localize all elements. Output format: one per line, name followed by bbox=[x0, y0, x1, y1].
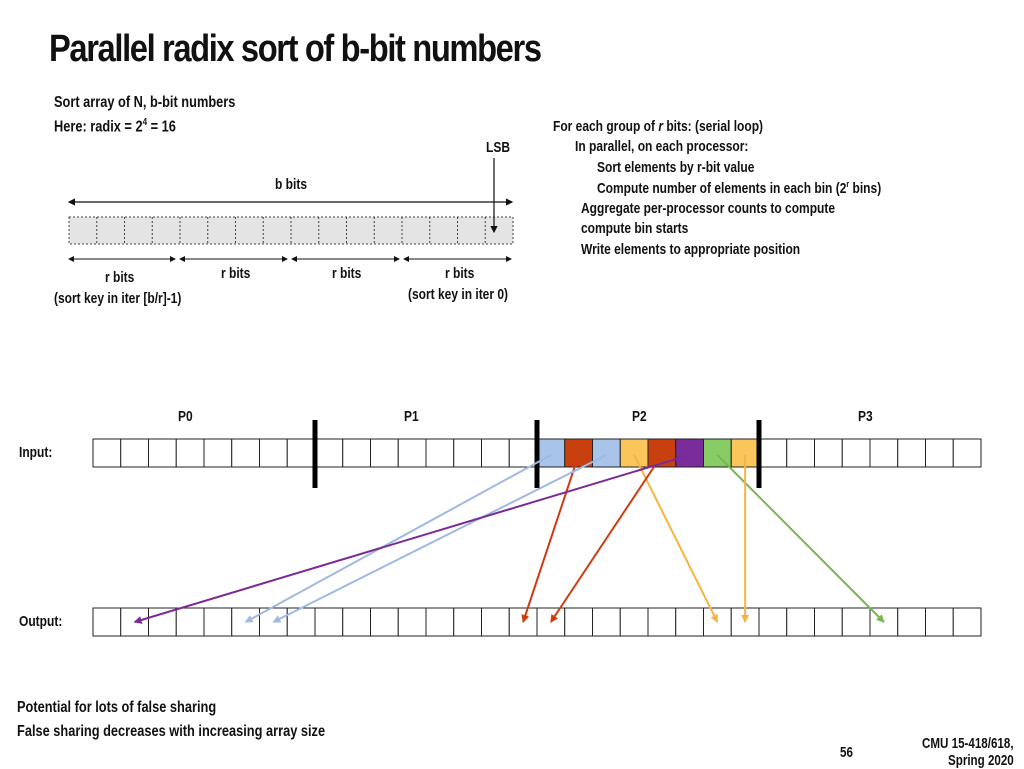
output-cell bbox=[619, 607, 649, 637]
output-cell bbox=[592, 607, 621, 637]
page-number: 56 bbox=[840, 745, 853, 761]
output-cell bbox=[314, 607, 344, 637]
output-cell bbox=[814, 607, 843, 637]
scatter-arrow-blue bbox=[244, 454, 552, 623]
bits-cells bbox=[68, 216, 514, 245]
input-cell bbox=[481, 438, 510, 468]
scatter-arrow-green bbox=[716, 454, 885, 623]
input-cell bbox=[952, 438, 982, 468]
input-cell bbox=[92, 438, 122, 468]
output-cell bbox=[397, 607, 427, 637]
output-cell bbox=[342, 607, 371, 637]
input-cell bbox=[786, 438, 815, 468]
output-cell bbox=[897, 607, 926, 637]
algorithm-line-7: Write elements to appropriate position bbox=[581, 241, 801, 258]
output-cell bbox=[841, 607, 871, 637]
r-bits-label-0: r bits bbox=[105, 269, 135, 286]
r-bits-label-2: r bits bbox=[332, 265, 362, 282]
output-cell bbox=[758, 607, 788, 637]
output-cell bbox=[925, 607, 954, 637]
processor-label-p3: P3 bbox=[858, 408, 873, 425]
scatter-arrow-blue bbox=[272, 454, 607, 623]
output-label: Output: bbox=[19, 613, 63, 630]
output-cell bbox=[175, 607, 205, 637]
input-cell bbox=[120, 438, 149, 468]
output-cell bbox=[564, 607, 593, 637]
input-label: Input: bbox=[19, 444, 53, 461]
intro-line-1: Sort array of N, b-bit numbers bbox=[54, 94, 236, 111]
scatter-arrows bbox=[133, 454, 885, 624]
course-line-1: CMU 15-418/618, bbox=[922, 736, 1014, 752]
output-cell bbox=[370, 607, 399, 637]
output-cell bbox=[92, 607, 122, 637]
input-cell bbox=[897, 438, 926, 468]
input-cell bbox=[286, 438, 316, 468]
input-cell bbox=[869, 438, 899, 468]
input-cell bbox=[675, 438, 704, 468]
input-cell bbox=[619, 438, 649, 468]
scatter-arrow-yellow bbox=[633, 454, 719, 623]
input-cell bbox=[841, 438, 871, 468]
output-cell bbox=[675, 607, 704, 637]
intro-line-2: Here: radix = 24 = 16 bbox=[54, 117, 176, 136]
input-cell bbox=[453, 438, 482, 468]
lsb-label: LSB bbox=[486, 139, 510, 156]
scatter-arrow-red bbox=[550, 454, 663, 623]
input-cell bbox=[203, 438, 233, 468]
input-cell bbox=[314, 438, 344, 468]
output-cell bbox=[481, 607, 510, 637]
input-cell bbox=[397, 438, 427, 468]
algorithm-line-1: For each group of r bits: (serial loop) bbox=[553, 118, 764, 135]
algorithm-line-2: In parallel, on each processor: bbox=[575, 138, 749, 155]
input-cell bbox=[536, 438, 566, 468]
input-cell bbox=[758, 438, 788, 468]
output-array bbox=[92, 607, 982, 637]
b-bits-label: b bits bbox=[275, 176, 307, 193]
r-bits-sublabel-0: (sort key in iter [b/r]-1) bbox=[54, 290, 182, 307]
input-cell bbox=[703, 438, 732, 468]
input-array bbox=[92, 438, 982, 468]
output-cell bbox=[786, 607, 815, 637]
processor-dividers bbox=[312, 420, 762, 488]
output-cell bbox=[425, 607, 455, 637]
output-cell bbox=[203, 607, 233, 637]
slide-title: Parallel radix sort of b-bit numbers bbox=[49, 28, 542, 70]
r-bits-sublabel-3: (sort key in iter 0) bbox=[408, 286, 509, 303]
algorithm-line-4: Compute number of elements in each bin (… bbox=[597, 179, 882, 197]
input-cell bbox=[592, 438, 621, 468]
output-cell bbox=[952, 607, 982, 637]
input-cell bbox=[425, 438, 455, 468]
note-false-sharing: Potential for lots of false sharing bbox=[17, 699, 217, 716]
algorithm-line-6: compute bin starts bbox=[581, 220, 689, 237]
input-cell bbox=[148, 438, 177, 468]
algorithm-line-5: Aggregate per-processor counts to comput… bbox=[581, 200, 836, 217]
input-cell bbox=[925, 438, 954, 468]
note-array-size: False sharing decreases with increasing … bbox=[17, 723, 326, 740]
r-bits-label-3: r bits bbox=[445, 265, 475, 282]
course-line-2: Spring 2020 bbox=[948, 753, 1014, 769]
input-cell bbox=[564, 438, 593, 468]
output-cell bbox=[453, 607, 482, 637]
input-cell bbox=[342, 438, 371, 468]
algorithm-line-3: Sort elements by r-bit value bbox=[597, 159, 755, 176]
processor-label-p2: P2 bbox=[632, 408, 647, 425]
input-cell bbox=[814, 438, 843, 468]
input-cell bbox=[508, 438, 538, 468]
input-cell bbox=[175, 438, 205, 468]
output-cell bbox=[647, 607, 677, 637]
input-cell bbox=[231, 438, 260, 468]
processor-label-p1: P1 bbox=[404, 408, 419, 425]
input-cell bbox=[370, 438, 399, 468]
output-cell bbox=[148, 607, 177, 637]
input-cell bbox=[259, 438, 288, 468]
scatter-arrow-red bbox=[521, 454, 580, 623]
processor-label-p0: P0 bbox=[178, 408, 193, 425]
r-bits-label-1: r bits bbox=[221, 265, 251, 282]
scatter-arrow-purple bbox=[133, 454, 690, 624]
